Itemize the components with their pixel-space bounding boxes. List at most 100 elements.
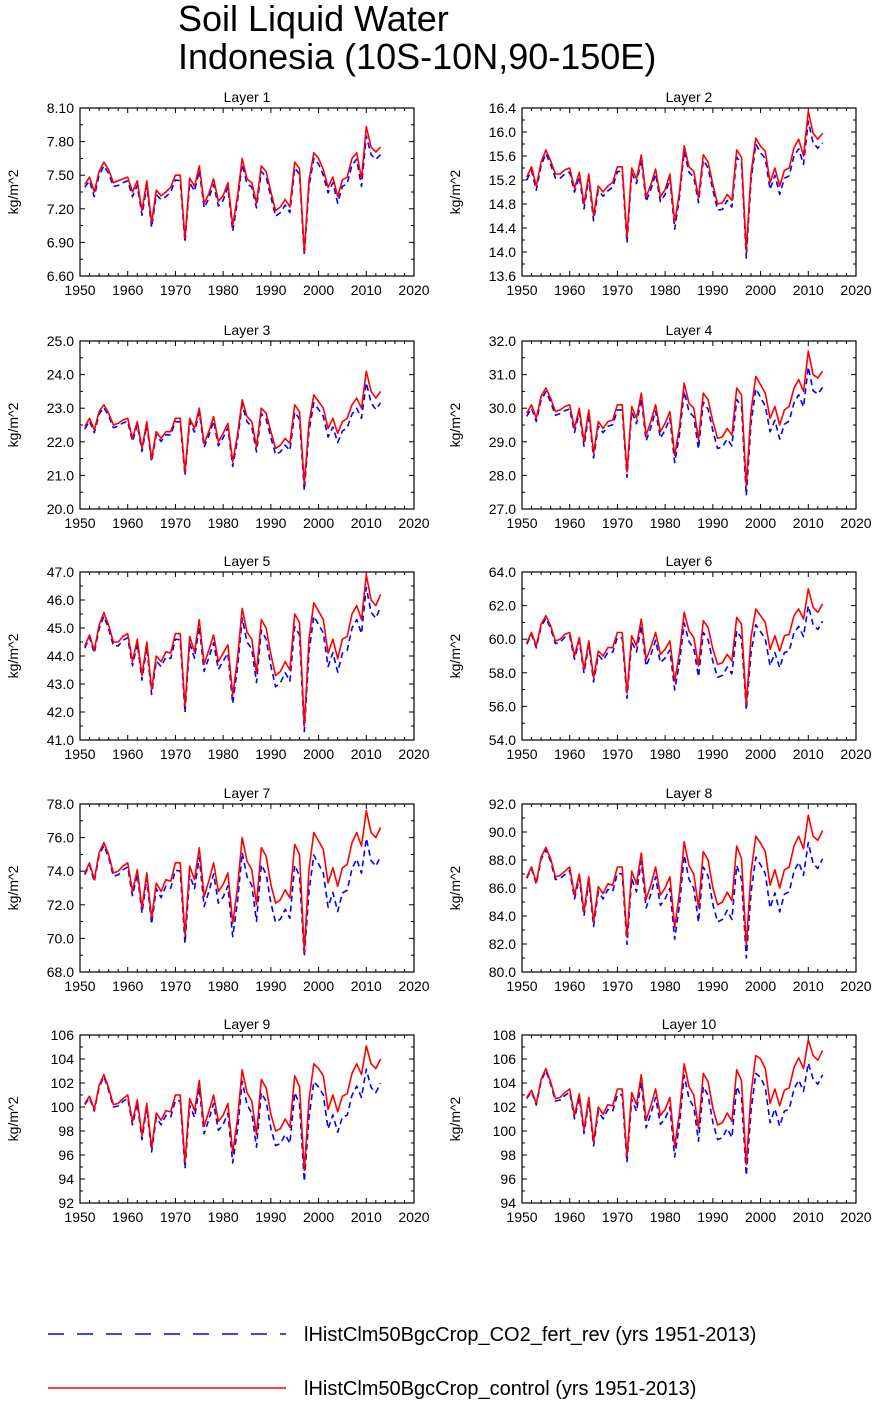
plot-frame [521, 571, 857, 741]
x-tick-label: 1960 [112, 515, 143, 531]
x-tick-label: 1970 [602, 282, 633, 298]
y-tick-label: 46.0 [47, 592, 74, 608]
y-axis-label: kg/m^2 [447, 402, 463, 447]
x-tick-label: 1950 [64, 746, 95, 762]
y-tick-label: 64.0 [489, 564, 516, 580]
series-line-co2-fert-rev [84, 586, 382, 733]
y-tick-label: 56.0 [489, 698, 516, 714]
chart-panel: Layer 10 kg/m^2 94 96 98 100 102 104 106 108 1950 1… [447, 1016, 872, 1225]
series-line-co2-fert-rev [526, 841, 824, 959]
y-tick-label: 94 [58, 1171, 74, 1187]
y-tick-label: 28.0 [489, 467, 516, 483]
page-title: Soil Liquid Water [178, 0, 449, 39]
y-tick-label: 23.0 [47, 400, 74, 416]
chart-title: Layer 2 [666, 89, 713, 105]
y-tick-label: 20.0 [47, 501, 74, 517]
series-line-co2-fert-rev [84, 837, 382, 958]
x-tick-label: 1950 [506, 1209, 537, 1225]
series-line-co2-fert-rev [84, 135, 382, 257]
y-axis-label: kg/m^2 [447, 865, 463, 910]
y-tick-label: 104 [493, 1075, 517, 1091]
y-tick-label: 102 [51, 1075, 75, 1091]
y-tick-label: 96 [500, 1171, 516, 1187]
y-tick-label: 7.20 [47, 201, 74, 217]
x-tick-label: 1950 [64, 978, 95, 994]
x-tick-label: 2020 [398, 746, 429, 762]
plot-frame [79, 340, 415, 510]
x-tick-label: 1970 [160, 746, 191, 762]
plot-frame [79, 1034, 415, 1204]
x-tick-label: 2010 [351, 1209, 382, 1225]
x-tick-label: 1980 [208, 978, 239, 994]
y-tick-label: 14.0 [489, 244, 516, 260]
x-tick-label: 2020 [840, 282, 871, 298]
y-tick-label: 14.4 [489, 220, 516, 236]
y-tick-label: 13.6 [489, 268, 516, 284]
y-tick-label: 104 [51, 1051, 75, 1067]
x-tick-label: 1980 [208, 282, 239, 298]
x-tick-label: 1950 [506, 978, 537, 994]
x-tick-label: 1960 [112, 282, 143, 298]
x-tick-label: 1960 [112, 1209, 143, 1225]
page-subtitle: Indonesia (10S-10N,90-150E) [178, 36, 657, 77]
chart-title: Layer 3 [224, 322, 271, 338]
y-tick-label: 92 [58, 1195, 74, 1211]
x-tick-label: 1990 [697, 282, 728, 298]
x-tick-label: 2020 [398, 1209, 429, 1225]
series-line-control [84, 809, 382, 953]
y-tick-label: 15.2 [489, 172, 516, 188]
legend-label-control: lHistClm50BgcCrop_control (yrs 1951-2013… [304, 1378, 696, 1400]
y-axis-label: kg/m^2 [5, 402, 21, 447]
y-tick-label: 72.0 [47, 897, 74, 913]
chart-title: Layer 10 [662, 1016, 717, 1032]
y-axis-label: kg/m^2 [447, 1096, 463, 1141]
y-axis-label: kg/m^2 [5, 169, 21, 214]
chart-title: Layer 5 [224, 553, 271, 569]
y-tick-label: 98 [58, 1123, 74, 1139]
y-axis-label: kg/m^2 [447, 169, 463, 214]
chart-grid: Layer 1 kg/m^2 6.60 6.90 7.20 7.50 7.80 8.10 195… [5, 89, 872, 1225]
x-tick-label: 1960 [554, 515, 585, 531]
plot-frame [521, 803, 857, 973]
x-tick-label: 1990 [697, 515, 728, 531]
chart-panel: Layer 4 kg/m^2 27.0 28.0 29.0 30.0 31.0 32.0 195… [447, 322, 872, 531]
x-tick-label: 2010 [793, 515, 824, 531]
y-tick-label: 43.0 [47, 676, 74, 692]
title-block: Soil Liquid Water Indonesia (10S-10N,90-… [178, 0, 656, 76]
x-tick-label: 1990 [255, 515, 286, 531]
x-tick-label: 2010 [351, 746, 382, 762]
x-tick-label: 1970 [602, 1209, 633, 1225]
series-line-control [526, 110, 824, 252]
x-tick-label: 1970 [160, 282, 191, 298]
x-tick-label: 1990 [255, 282, 286, 298]
x-tick-label: 1990 [697, 1209, 728, 1225]
y-tick-label: 74.0 [47, 863, 74, 879]
x-tick-label: 2000 [745, 978, 776, 994]
y-tick-label: 78.0 [47, 796, 74, 812]
x-tick-label: 1960 [554, 746, 585, 762]
y-tick-label: 42.0 [47, 704, 74, 720]
chart-panel: Layer 5 kg/m^2 41.0 42.0 43.0 44.0 45.0 46.0 47.… [5, 553, 430, 762]
x-tick-label: 1950 [506, 746, 537, 762]
x-tick-label: 2020 [398, 282, 429, 298]
y-tick-label: 96 [58, 1147, 74, 1163]
x-tick-label: 1980 [208, 746, 239, 762]
y-tick-label: 60.0 [489, 631, 516, 647]
plot-frame [79, 803, 415, 973]
x-tick-label: 1970 [160, 515, 191, 531]
x-tick-label: 2020 [398, 515, 429, 531]
y-axis-label: kg/m^2 [447, 633, 463, 678]
x-tick-label: 2010 [793, 746, 824, 762]
y-tick-label: 8.10 [47, 100, 74, 116]
chart-panel: Layer 8 kg/m^2 80.0 82.0 84.0 86.0 88.0 90.0 92.… [447, 785, 872, 994]
x-tick-label: 1950 [64, 282, 95, 298]
x-tick-label: 1990 [697, 746, 728, 762]
chart-panel: Layer 9 kg/m^2 92 94 96 98 100 102 104 106 1950 196… [5, 1016, 430, 1225]
y-tick-label: 24.0 [47, 367, 74, 383]
legend: lHistClm50BgcCrop_CO2_fert_rev (yrs 1951… [48, 1324, 756, 1400]
x-tick-label: 1960 [112, 978, 143, 994]
y-tick-label: 22.0 [47, 434, 74, 450]
plot-frame [521, 1034, 857, 1204]
x-tick-label: 1950 [506, 515, 537, 531]
chart-panel: Layer 3 kg/m^2 20.0 21.0 22.0 23.0 24.0 25.0 195… [5, 322, 430, 531]
